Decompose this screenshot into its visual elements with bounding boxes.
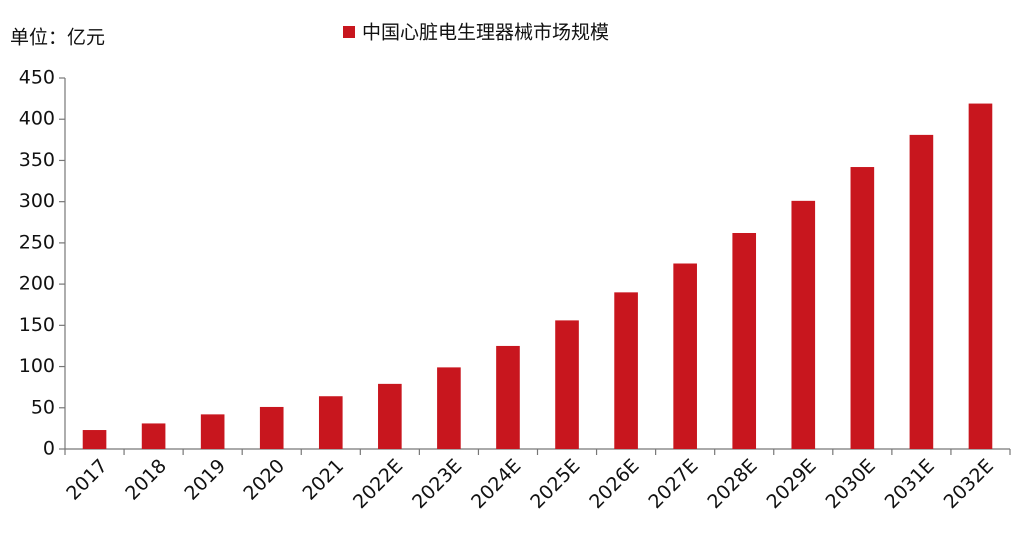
y-tick-label: 450 — [19, 67, 55, 89]
bar — [732, 232, 757, 449]
bar — [909, 134, 934, 450]
x-tick-label: 2028E — [703, 455, 761, 513]
x-tick-label: 2026E — [585, 455, 643, 513]
x-tick-label: 2022E — [349, 455, 407, 513]
bar — [555, 320, 579, 449]
x-tick-label: 2027E — [644, 455, 702, 513]
bar — [141, 423, 166, 449]
x-tick-label: 2029E — [762, 455, 820, 513]
bar — [437, 367, 461, 449]
bar — [318, 396, 343, 449]
bar — [968, 103, 993, 450]
x-tick-label: 2024E — [467, 455, 525, 513]
y-tick-label: 50 — [31, 396, 55, 418]
y-tick-label: 350 — [19, 149, 55, 171]
bar — [200, 414, 225, 449]
x-tick-label: 2032E — [940, 455, 998, 513]
legend-label: 中国心脏电生理器械市场规模 — [362, 22, 609, 44]
y-tick-label: 150 — [19, 314, 55, 336]
x-tick-label: 2023E — [408, 455, 466, 513]
y-tick-label: 200 — [19, 273, 55, 295]
bar — [496, 345, 520, 449]
y-tick-label: 0 — [43, 438, 55, 460]
x-tick-label: 2017 — [62, 455, 112, 505]
bar — [378, 383, 402, 449]
y-tick-label: 250 — [19, 231, 55, 253]
x-tick-label: 2030E — [822, 455, 880, 513]
y-tick-label: 400 — [19, 108, 55, 130]
y-tick-label: 300 — [19, 190, 55, 212]
x-tick-label: 2020 — [239, 455, 289, 505]
x-tick-label: 2031E — [881, 455, 939, 513]
bar — [614, 292, 638, 449]
bar — [850, 167, 875, 450]
bar — [259, 406, 284, 449]
x-tick-label: 2019 — [180, 455, 230, 505]
x-tick-label: 2025E — [526, 455, 584, 513]
bar — [673, 263, 697, 449]
unit-label: 单位：亿元 — [10, 27, 105, 49]
legend-swatch — [343, 26, 355, 38]
bar — [82, 430, 107, 449]
x-tick-label: 2018 — [121, 455, 171, 505]
y-tick-label: 100 — [19, 355, 55, 377]
bar — [791, 200, 816, 449]
x-tick-label: 2021 — [298, 455, 348, 505]
